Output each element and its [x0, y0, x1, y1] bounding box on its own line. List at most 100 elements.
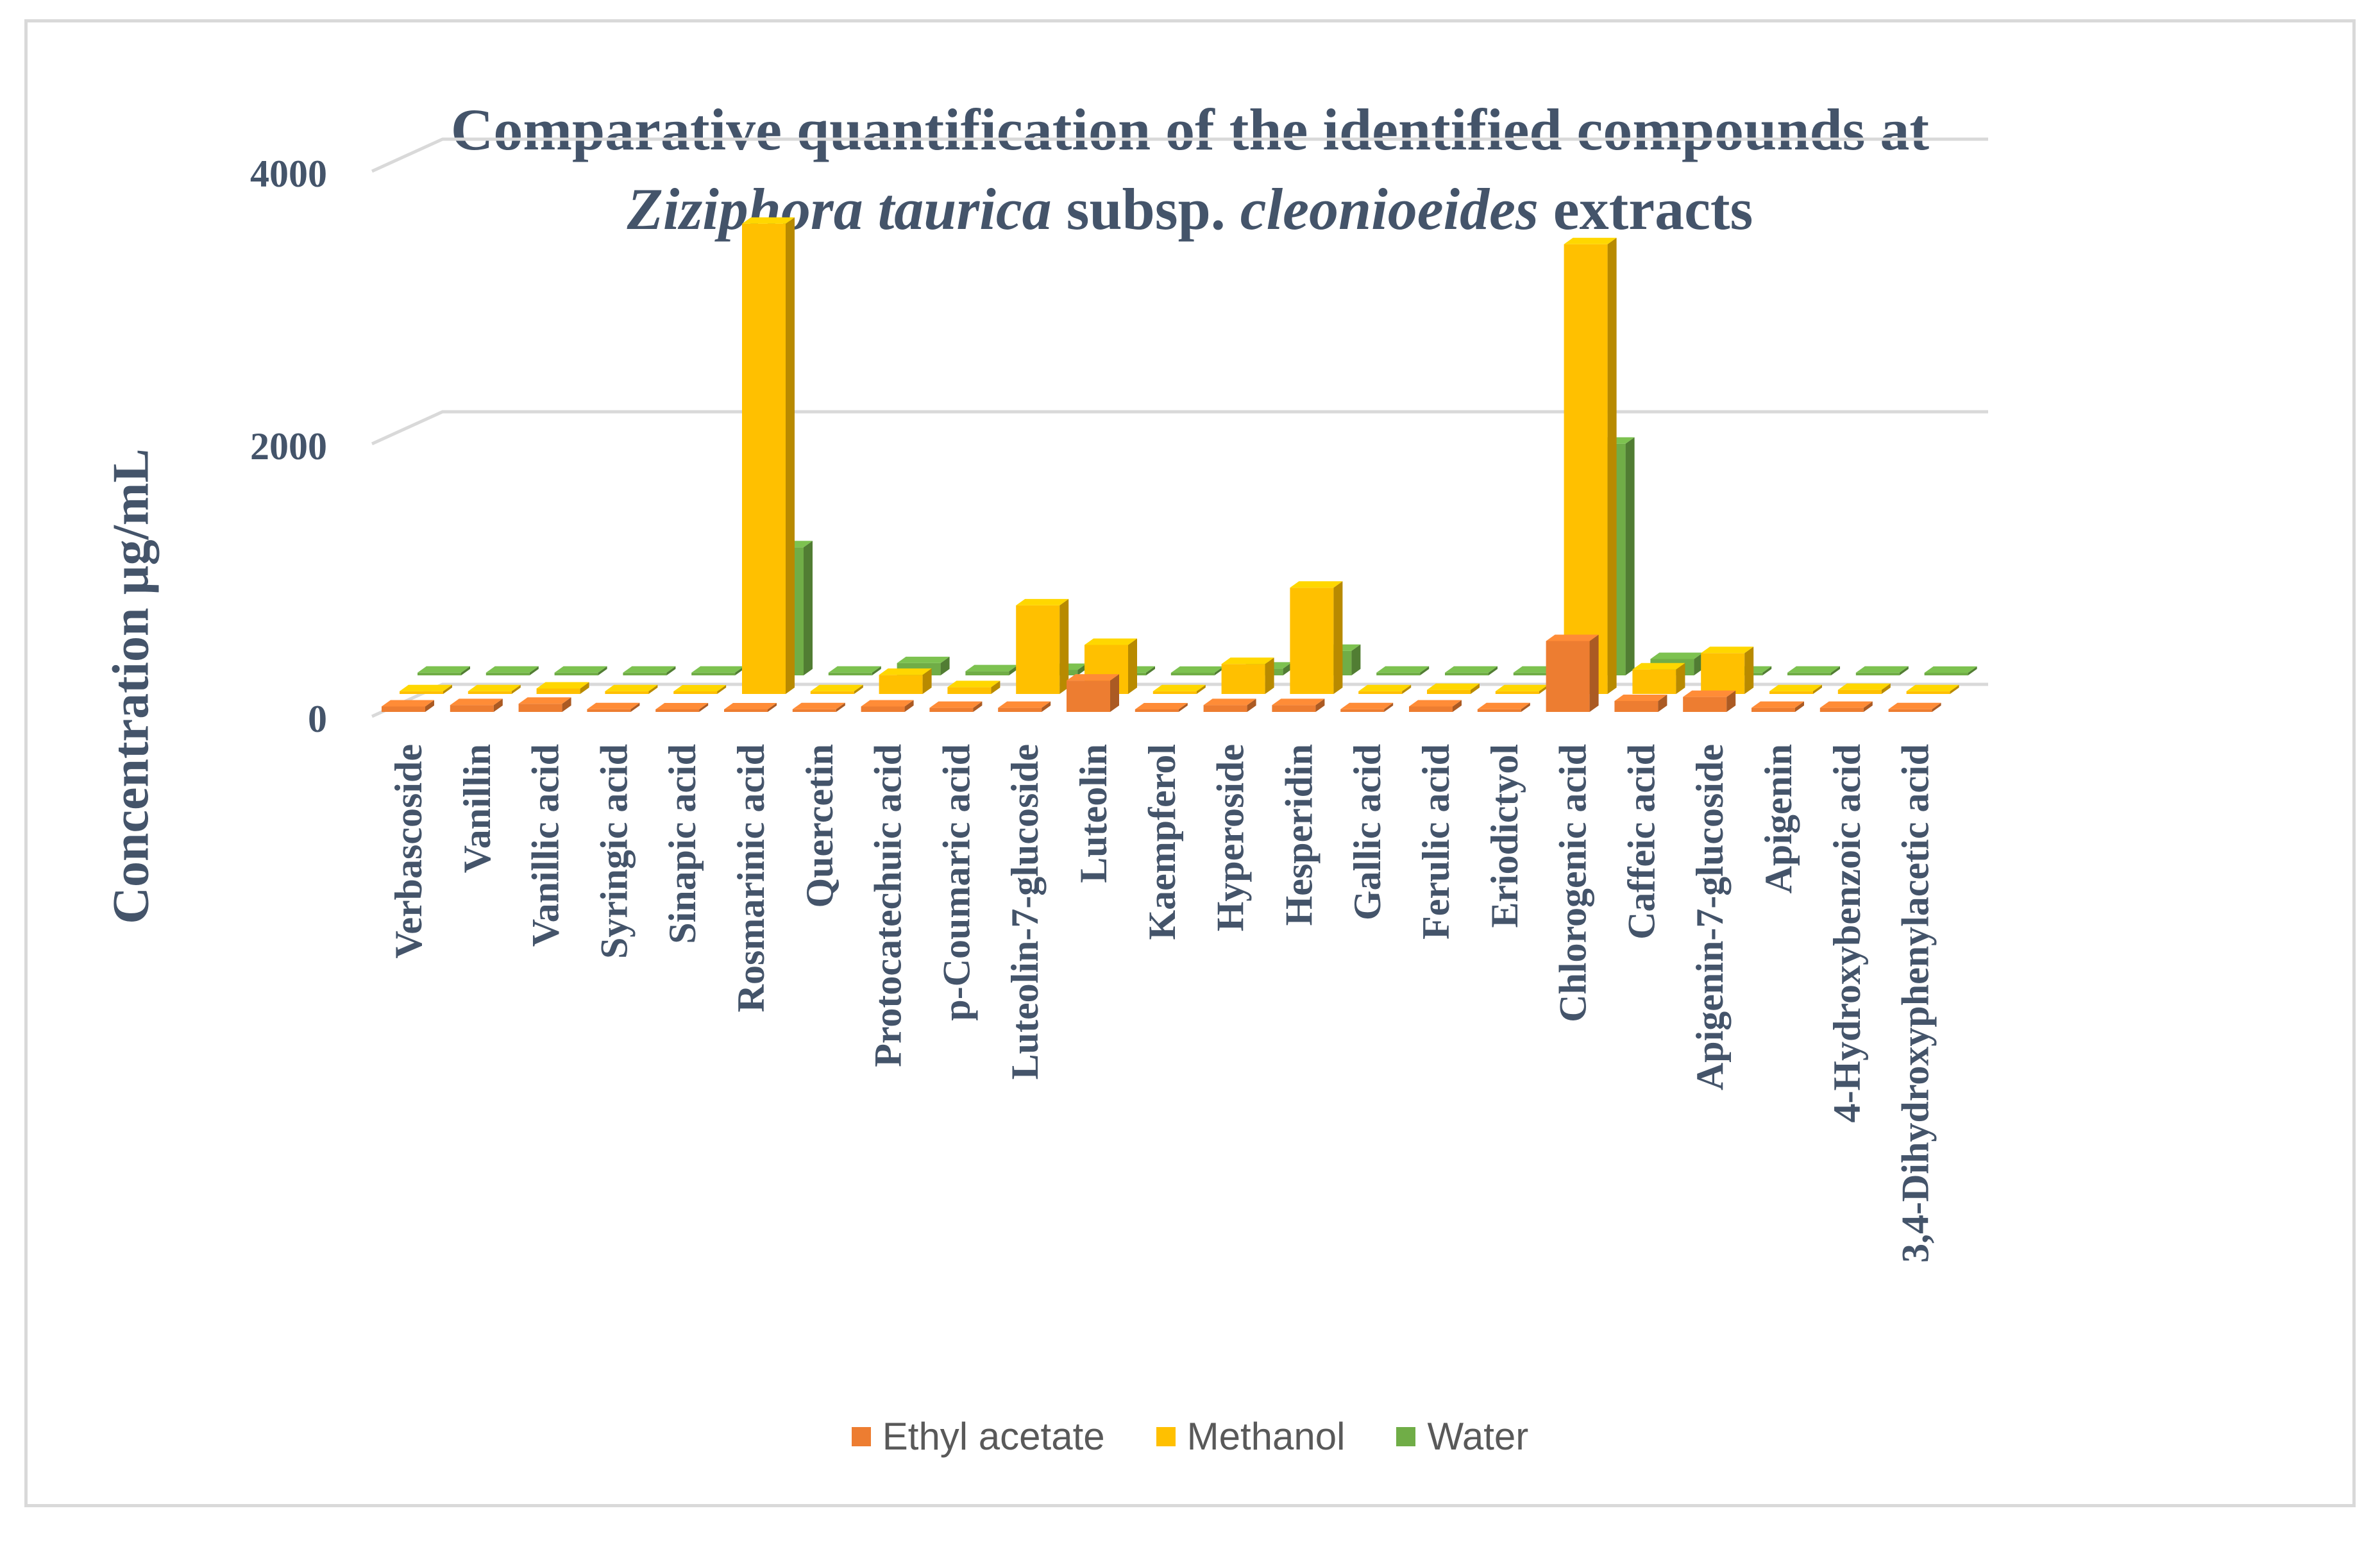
bar-side: [1539, 684, 1548, 694]
bar-front: [691, 672, 736, 675]
chart-title-line1: Comparative quantification of the identi…: [450, 97, 1930, 162]
title-species: Ziziphora taurica: [627, 176, 1052, 242]
bar-front: [1358, 691, 1403, 694]
bar-top: [673, 685, 727, 691]
bar-front: [792, 709, 836, 712]
bar-side: [1059, 598, 1069, 694]
bar: [1358, 684, 1412, 694]
bar-top: [1409, 700, 1462, 707]
bar-front: [1614, 701, 1658, 712]
bar: [810, 684, 863, 694]
bar-front: [450, 705, 494, 712]
x-tick-label: Sinapic acid: [661, 744, 704, 944]
x-tick-label: Syringic acid: [593, 744, 635, 959]
bar-front: [518, 704, 562, 712]
bar-side: [1899, 666, 1909, 675]
bar-top: [1203, 698, 1256, 706]
bar-top: [965, 664, 1018, 672]
bar-side: [1863, 701, 1873, 712]
bar: [828, 666, 881, 675]
bar: [1632, 663, 1685, 694]
bar-side: [1265, 657, 1274, 694]
bar: [418, 666, 470, 675]
bar-side: [922, 668, 932, 694]
bar: [1290, 581, 1343, 694]
bar-top: [1701, 647, 1754, 654]
bar-front: [724, 709, 768, 712]
bar: [1203, 698, 1256, 712]
bar-top: [536, 682, 589, 689]
bar-front: [1067, 681, 1110, 712]
bar-side: [1831, 666, 1840, 675]
bar: [1564, 237, 1617, 694]
bar-front: [828, 672, 872, 675]
bar: [468, 684, 521, 694]
bar-side: [1009, 664, 1018, 675]
bar: [1924, 666, 1977, 675]
bar-side: [1625, 437, 1635, 675]
bar-side: [443, 684, 452, 694]
bar: [724, 703, 777, 712]
bar: [879, 668, 932, 694]
bar-side: [1658, 695, 1667, 712]
bar-front: [1837, 689, 1882, 694]
x-tick-label: Ferulic acid: [1415, 744, 1457, 940]
gridlines: [371, 137, 1988, 718]
bar-front: [1290, 588, 1334, 694]
bar-front: [1170, 673, 1215, 675]
bar-front: [1135, 709, 1179, 712]
bar-front: [1427, 689, 1471, 694]
bar-top: [1632, 663, 1685, 670]
bar-side: [940, 656, 950, 675]
bar: [382, 700, 434, 712]
bar-top: [691, 666, 745, 673]
legend-swatch: [1396, 1426, 1416, 1446]
bar-top: [1495, 684, 1548, 691]
bar: [929, 701, 983, 712]
bar-front: [1340, 709, 1385, 712]
bar-side: [1420, 666, 1430, 675]
bar: [485, 666, 539, 675]
bar: [1546, 634, 1599, 712]
bar-side: [1042, 701, 1051, 712]
bar-top: [1650, 652, 1703, 659]
bar: [1888, 702, 1941, 712]
bar-side: [854, 684, 863, 694]
bar-front: [1495, 691, 1539, 694]
bar-top: [998, 701, 1051, 708]
bar-side: [1813, 684, 1822, 694]
bar-side: [1744, 647, 1754, 694]
bar-side: [1128, 638, 1137, 694]
chart-frame: [24, 19, 2356, 1507]
bar-top: [879, 668, 932, 675]
bar-top: [587, 702, 640, 709]
x-tick-label: Rosmarinic acid: [730, 744, 772, 1012]
bar-top: [1427, 683, 1480, 690]
bar: [965, 664, 1018, 675]
bar-side: [991, 681, 1000, 694]
bar-top: [485, 666, 539, 673]
bar: [673, 685, 727, 694]
bar-front: [861, 706, 905, 712]
bar-side: [1968, 666, 1977, 675]
bar-top: [897, 656, 950, 663]
bar-top: [655, 703, 709, 709]
bar-side: [1283, 662, 1292, 675]
bar-top: [623, 666, 676, 673]
bar-side: [493, 698, 503, 712]
bar-side: [562, 697, 571, 712]
bar-front: [1769, 691, 1813, 694]
bar: [518, 697, 571, 712]
bar: [998, 701, 1051, 712]
bar-front: [1751, 707, 1795, 712]
bar-top: [1546, 634, 1599, 641]
bar-front: [1152, 691, 1197, 694]
bar-side: [1196, 684, 1206, 694]
bar-top: [450, 698, 503, 706]
bar-side: [1795, 701, 1804, 712]
bar-front: [1701, 653, 1745, 694]
bar-top: [1819, 701, 1873, 708]
bar: [1170, 666, 1224, 675]
gridline-4000: [371, 137, 1988, 173]
bar: [536, 682, 589, 694]
